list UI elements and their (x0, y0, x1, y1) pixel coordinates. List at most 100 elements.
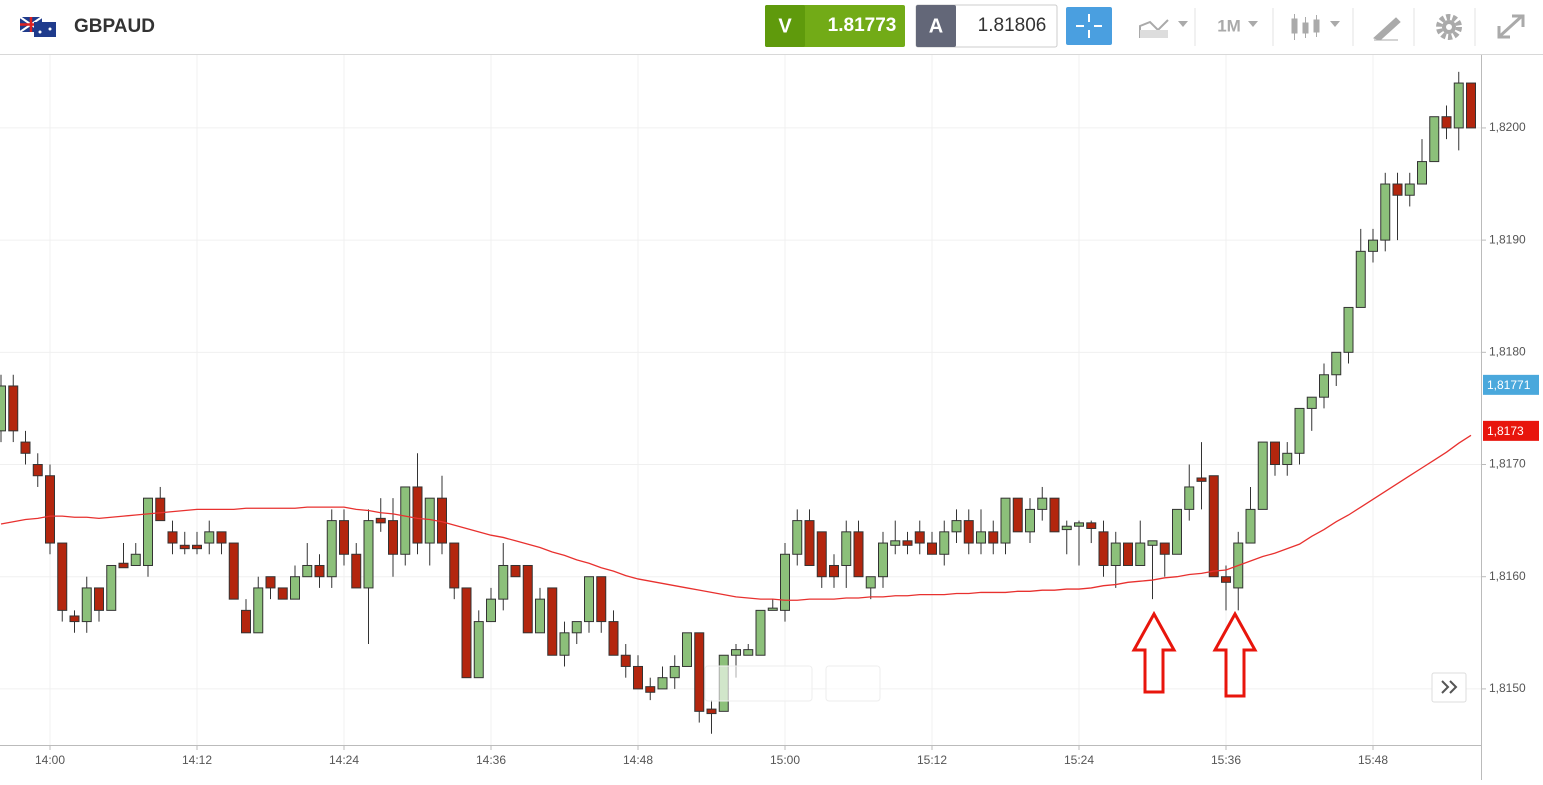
candle-body (265, 576, 276, 589)
annotation-arrow (1212, 610, 1258, 698)
chart-type-button[interactable] (1139, 19, 1188, 38)
x-tick-label: 14:36 (476, 753, 506, 767)
candle-body (32, 464, 43, 477)
candle-body (804, 520, 815, 566)
candle-body (1012, 497, 1023, 533)
candle-body (1184, 486, 1195, 510)
candle-body (1110, 542, 1121, 566)
candle-body (130, 553, 141, 566)
candle-body (45, 475, 55, 544)
candle-body (927, 542, 937, 555)
candle-body (1135, 542, 1146, 566)
settings-button[interactable] (1436, 14, 1462, 40)
symbol: GBPAUD (74, 16, 155, 37)
candle-body (400, 486, 411, 555)
sell-button[interactable]: V 1.81773 (765, 5, 905, 47)
y-tick-label: 1,8190 (1489, 232, 1526, 246)
candle-body (522, 564, 533, 634)
candle-body (388, 520, 398, 555)
candle-body (1355, 250, 1366, 308)
candle-body (375, 517, 386, 524)
candle-body (878, 542, 888, 578)
buy-label: A (929, 15, 943, 37)
candle-body (1392, 183, 1403, 196)
candle-body (608, 621, 619, 656)
draw-button[interactable] (1373, 17, 1401, 41)
candle-body (1331, 351, 1342, 376)
candle-body (1245, 508, 1256, 544)
scroll-right-button[interactable] (1431, 672, 1467, 703)
candle-body (963, 520, 974, 544)
candle-body (1074, 522, 1084, 527)
candle-body (1441, 116, 1452, 129)
candle-style-button[interactable] (1291, 14, 1340, 40)
candle-body (167, 531, 178, 544)
candle-body (1417, 161, 1427, 185)
candle-body (988, 531, 999, 544)
candle-body (1319, 374, 1329, 398)
candle-body (829, 564, 839, 578)
candle-body (559, 632, 570, 656)
x-tick-label: 15:48 (1358, 753, 1388, 767)
timeframe-button[interactable]: 1M (1217, 16, 1258, 35)
sell-price: 1.81773 (828, 15, 897, 36)
candle-body (1061, 525, 1072, 531)
x-tick-label: 14:24 (329, 753, 359, 767)
candle-body (1404, 183, 1415, 196)
candle-body (143, 497, 153, 566)
candle-body (1282, 452, 1293, 466)
candle-body (841, 531, 852, 566)
crosshair-button[interactable] (1066, 7, 1112, 45)
candle-body (216, 531, 227, 544)
candle-body (902, 540, 913, 546)
candle-body (1159, 542, 1170, 555)
candle-body (1221, 576, 1231, 583)
candle-body (57, 542, 68, 611)
candle-body (241, 609, 251, 634)
fullscreen-button[interactable] (1497, 14, 1525, 39)
candle-body (1343, 306, 1354, 353)
candle-body (449, 542, 460, 589)
candle-body (473, 621, 484, 679)
candle-body (1294, 407, 1305, 454)
candle-body (633, 665, 643, 690)
candle-body (81, 587, 92, 623)
price-tag (1483, 374, 1539, 395)
candle-body (976, 531, 986, 544)
candle-body (1196, 477, 1207, 482)
candle-body (1453, 82, 1464, 129)
candle-body (645, 686, 656, 693)
candle-body (1098, 531, 1109, 566)
candle-body (1123, 542, 1133, 566)
x-tick-label: 14:12 (182, 753, 212, 767)
candle-body (412, 486, 423, 544)
candle-body (682, 632, 692, 667)
candle-body (179, 544, 190, 550)
candle-body (584, 576, 594, 623)
x-tick-label: 15:00 (770, 753, 800, 767)
price-tag-label: 1,8173 (1487, 424, 1524, 438)
x-tick-label: 15:12 (917, 753, 947, 767)
candle-body (326, 520, 337, 578)
candle-body (228, 542, 239, 600)
candle-body (706, 708, 717, 715)
plot: 1,8150 1,8160 1,8170 1,8180 1,8190 1,8200 14:0… (0, 55, 1526, 767)
candle-body (1380, 183, 1391, 241)
candle-body (535, 598, 545, 634)
candle-body (69, 615, 80, 623)
candle-body (1466, 82, 1476, 129)
flag (19, 16, 56, 37)
buy-button[interactable]: A 1.81806 (915, 4, 1058, 48)
candle-body (890, 540, 901, 546)
candle-body (547, 587, 558, 656)
candle-body (951, 520, 962, 533)
candle-body (694, 632, 705, 712)
candle-body (155, 497, 166, 522)
candle-body (486, 598, 496, 623)
candle-body (1025, 508, 1035, 533)
candle-body (20, 441, 31, 454)
candle-body (731, 649, 741, 656)
candle-body (510, 564, 521, 578)
candle-body (204, 531, 215, 544)
